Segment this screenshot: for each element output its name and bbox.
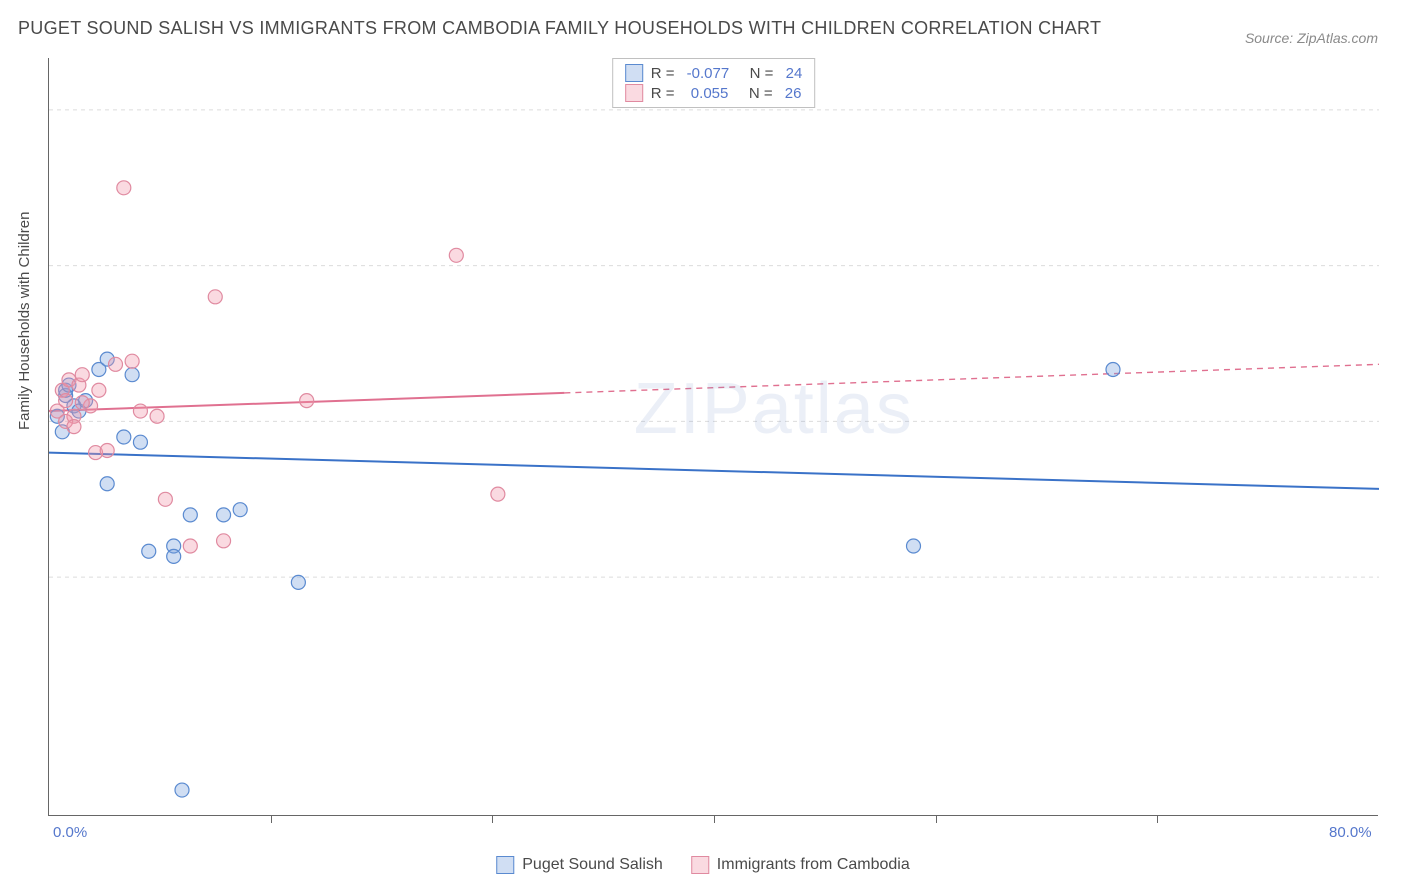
stat-n-value-2: 26 [785,85,802,102]
bottom-legend: Puget Sound Salish Immigrants from Cambo… [496,856,910,874]
swatch-series2 [625,84,643,102]
x-tick [492,815,493,823]
x-tick [1157,815,1158,823]
legend-label-series2: Immigrants from Cambodia [717,856,910,874]
correlation-stats-box: R = -0.077 N = 24 R = 0.055 N = 26 [612,58,816,108]
legend-item-series2: Immigrants from Cambodia [691,856,910,874]
stat-n-label: N = [736,85,776,102]
source-attribution: Source: ZipAtlas.com [1245,30,1378,46]
legend-swatch-series2 [691,856,709,874]
x-tick [936,815,937,823]
stat-n-value-1: 24 [786,65,803,82]
stat-r-label: R = [651,85,683,102]
stats-row-series2: R = 0.055 N = 26 [625,83,803,103]
stat-r-value-2: 0.055 [691,85,729,102]
stat-n-label: N = [737,65,777,82]
swatch-series1 [625,64,643,82]
x-tick-label: 0.0% [53,824,87,841]
chart-svg [49,58,1378,815]
y-axis-label: Family Households with Children [16,212,33,430]
stat-r-value-1: -0.077 [687,65,730,82]
legend-item-series1: Puget Sound Salish [496,856,663,874]
stat-r-label: R = [651,65,679,82]
plot-area: R = -0.077 N = 24 R = 0.055 N = 26 ZIPat… [48,58,1378,816]
legend-label-series1: Puget Sound Salish [522,856,663,874]
stats-row-series1: R = -0.077 N = 24 [625,63,803,83]
x-tick-label: 80.0% [1329,824,1372,841]
chart-title: PUGET SOUND SALISH VS IMMIGRANTS FROM CA… [18,18,1101,39]
x-tick [714,815,715,823]
x-tick [271,815,272,823]
legend-swatch-series1 [496,856,514,874]
